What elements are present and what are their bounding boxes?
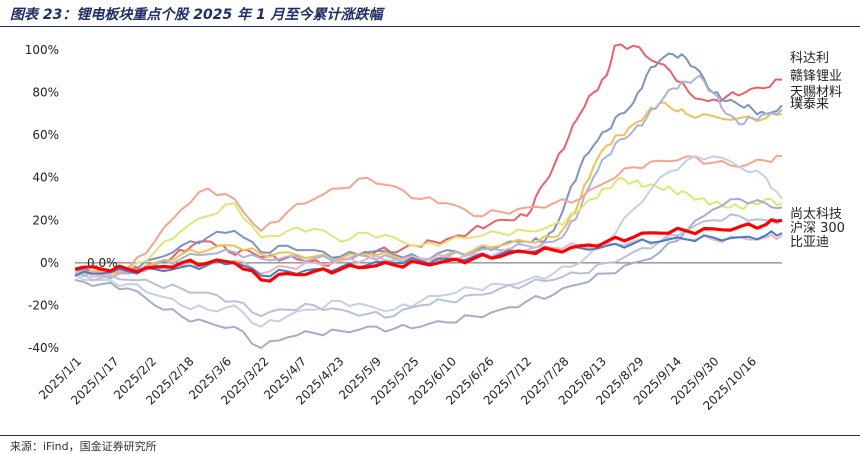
y-tick-label: 0% — [40, 256, 59, 270]
series-end-label: 比亚迪 — [790, 235, 829, 250]
y-tick-label: 60% — [32, 128, 59, 142]
series-line — [74, 230, 783, 278]
series-end-label: 天赐材料 — [790, 85, 842, 100]
y-tick-label: 20% — [32, 213, 59, 227]
series-end-label: 赣锋锂业 — [790, 69, 842, 84]
series-line — [74, 218, 783, 283]
series-line — [74, 155, 783, 328]
series-end-label: 璞泰来 — [790, 97, 829, 112]
series-line — [74, 74, 783, 280]
series-group — [74, 43, 783, 349]
title-divider — [0, 26, 860, 27]
y-tick-label: 40% — [32, 171, 59, 185]
series-line — [74, 52, 783, 275]
y-tick-label: 80% — [32, 86, 59, 100]
y-axis: 100% 80% 60% 40% 20% 0% -20% -40% — [25, 43, 59, 355]
footer-divider — [0, 435, 860, 436]
source-note: 来源：iFind，国金证券研究所 — [10, 440, 157, 453]
y-tick-label: 100% — [25, 43, 59, 57]
series-end-label: 科达利 — [790, 51, 829, 66]
line-chart: 100% 80% 60% 40% 20% 0% -20% -40% 2025/1/12025/… — [25, 43, 845, 413]
series-end-label: 尚太科技 — [790, 207, 842, 222]
chart-title: 图表 23：锂电板块重点个股 2025 年 1 月至今累计涨跌幅 — [10, 7, 383, 23]
series-end-label: 沪深 300 — [790, 220, 845, 236]
series-line — [74, 213, 783, 319]
x-axis: 2025/1/12025/1/172025/2/22025/2/182025/3… — [36, 354, 759, 413]
series-line — [74, 154, 783, 278]
y-tick-label: -40% — [28, 341, 59, 355]
y-tick-label: -20% — [28, 298, 59, 312]
series-line — [74, 101, 783, 278]
series-line — [74, 198, 783, 349]
series-line — [74, 176, 783, 276]
